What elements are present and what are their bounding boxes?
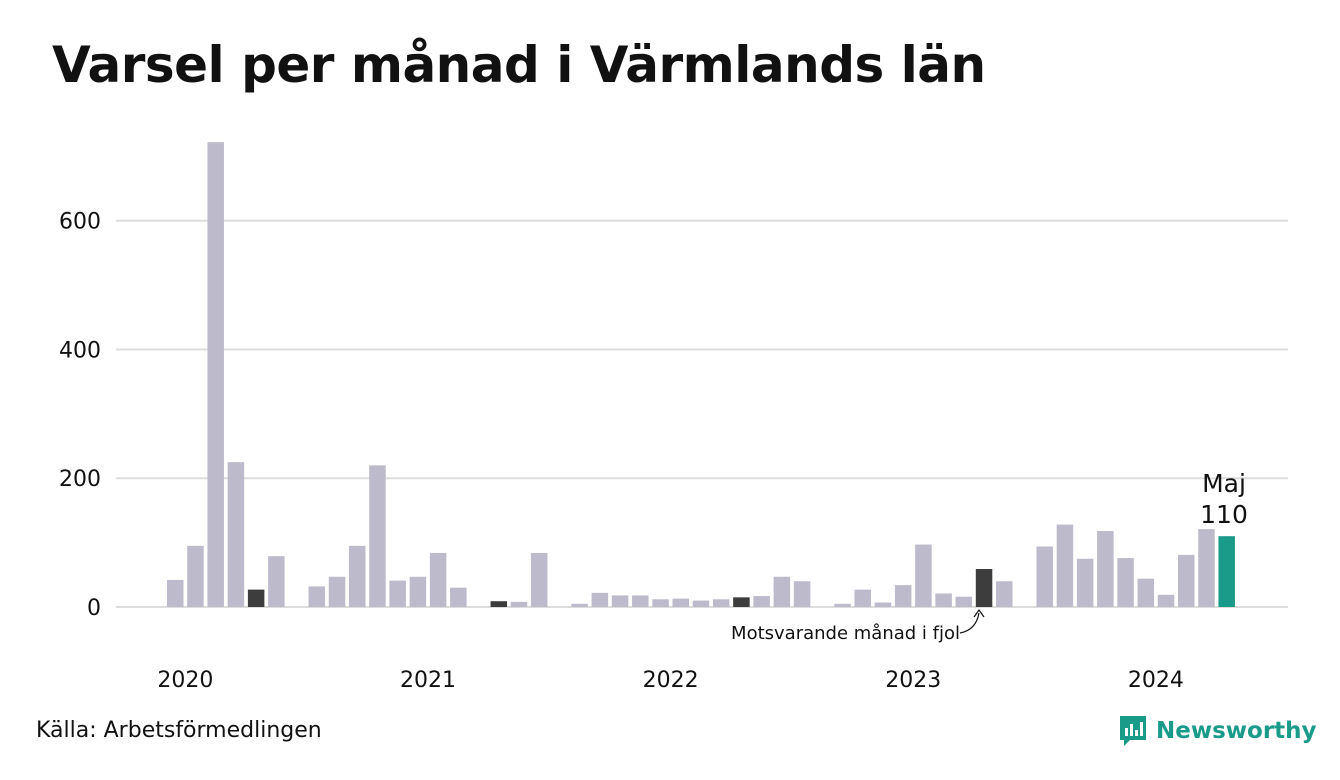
bar-2022-07 bbox=[773, 576, 791, 607]
y-tick-label: 600 bbox=[59, 210, 101, 235]
bar-2022-01 bbox=[652, 599, 669, 607]
bar-2021-01 bbox=[409, 576, 427, 607]
bar-2022-11 bbox=[854, 589, 871, 607]
newsworthy-logo-icon bbox=[1120, 716, 1146, 746]
bar-2023-05 bbox=[975, 569, 993, 607]
bar-2020-12 bbox=[389, 580, 406, 607]
bar-2023-12 bbox=[1117, 558, 1134, 607]
bars bbox=[167, 142, 1235, 607]
bar-2020-05 bbox=[247, 589, 265, 607]
bar-2022-10 bbox=[834, 603, 851, 607]
annotation-arrowhead bbox=[973, 608, 985, 618]
bar-2020-11 bbox=[369, 465, 386, 607]
bar-2023-01 bbox=[894, 585, 912, 607]
brand-name: Newsworthy bbox=[1156, 718, 1317, 744]
brand-logo: Newsworthy bbox=[1118, 714, 1317, 748]
bar-2022-06 bbox=[753, 596, 770, 607]
bar-2020-10 bbox=[348, 545, 366, 607]
bar-2023-11 bbox=[1097, 531, 1114, 607]
bar-2020-08 bbox=[308, 586, 326, 607]
bar-2024-01 bbox=[1137, 578, 1155, 607]
bar-2021-12 bbox=[632, 595, 649, 607]
bar-2024-02 bbox=[1157, 594, 1175, 607]
y-tick-label: 0 bbox=[87, 596, 101, 621]
bar-2023-09 bbox=[1056, 524, 1074, 607]
annotation-arrow bbox=[959, 612, 980, 634]
bar-2022-02 bbox=[672, 598, 689, 607]
annotation-label: Motsvarande månad i fjol bbox=[731, 623, 960, 644]
source-note: Källa: Arbetsförmedlingen bbox=[36, 718, 322, 743]
bar-2021-07 bbox=[530, 552, 548, 607]
bar-2023-10 bbox=[1076, 558, 1094, 607]
y-tick-label: 200 bbox=[59, 467, 101, 492]
y-axis-ticks: 0 200 400 600 bbox=[59, 210, 101, 621]
bar-2023-08 bbox=[1036, 546, 1053, 607]
annotation-group: Motsvarande månad i fjol bbox=[731, 608, 985, 644]
x-tick-label: 2022 bbox=[643, 668, 699, 693]
bar-2021-10 bbox=[591, 592, 609, 607]
bar-2024-04 bbox=[1198, 529, 1215, 607]
y-tick-label: 400 bbox=[59, 338, 101, 363]
bar-2023-04 bbox=[955, 596, 973, 607]
chart-title: Varsel per månad i Värmlands län bbox=[52, 36, 986, 94]
bar-2021-09 bbox=[571, 603, 588, 607]
bar-2021-03 bbox=[450, 587, 467, 607]
bar-2020-03 bbox=[207, 142, 224, 607]
bar-2024-05 bbox=[1218, 536, 1235, 607]
bar-2021-06 bbox=[510, 601, 528, 607]
bar-2020-01 bbox=[167, 579, 184, 607]
bar-2021-02 bbox=[429, 552, 447, 607]
highlight-month-label: Maj bbox=[1202, 469, 1246, 498]
bar-2022-08 bbox=[793, 581, 811, 607]
bar-2020-06 bbox=[268, 556, 285, 607]
highlight-value-label: 110 bbox=[1200, 500, 1248, 529]
x-axis-ticks: 2020 2021 2022 2023 2024 bbox=[157, 668, 1184, 693]
bar-2020-02 bbox=[187, 545, 204, 607]
x-tick-label: 2020 bbox=[157, 668, 213, 693]
bar-2022-05 bbox=[733, 597, 750, 607]
x-tick-label: 2023 bbox=[885, 668, 941, 693]
bar-2022-04 bbox=[712, 599, 730, 607]
bar-2021-11 bbox=[611, 595, 629, 607]
highlight-label-group: Maj 110 bbox=[1200, 469, 1248, 529]
x-tick-label: 2024 bbox=[1128, 668, 1184, 693]
x-tick-label: 2021 bbox=[400, 668, 456, 693]
bar-2024-03 bbox=[1178, 554, 1195, 607]
bar-2023-03 bbox=[935, 593, 952, 607]
bar-2020-04 bbox=[227, 462, 245, 607]
bar-2020-09 bbox=[328, 576, 346, 607]
bar-2023-02 bbox=[915, 544, 932, 607]
bar-2021-05 bbox=[490, 601, 508, 607]
bar-2022-03 bbox=[692, 600, 710, 607]
bar-2022-12 bbox=[874, 602, 892, 607]
bar-2023-06 bbox=[996, 581, 1013, 607]
